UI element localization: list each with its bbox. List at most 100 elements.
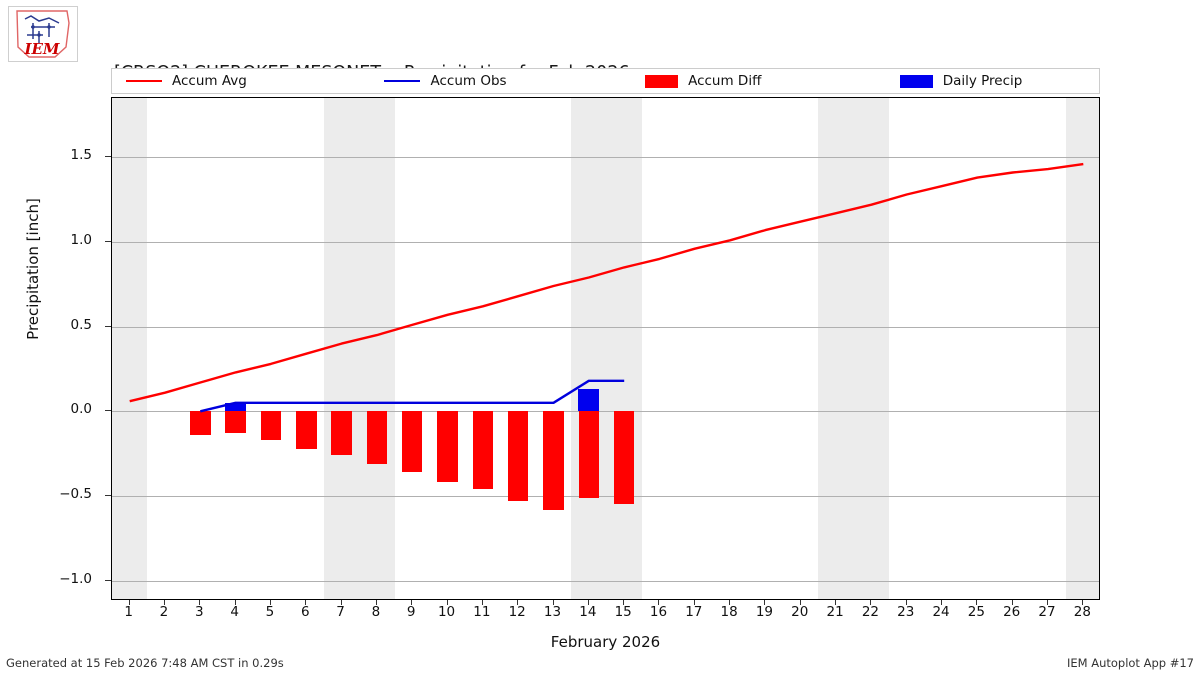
bar-accum-diff bbox=[225, 411, 246, 434]
bar-accum-diff bbox=[543, 411, 564, 510]
x-tick-label: 23 bbox=[897, 604, 915, 620]
footer-app-text: IEM Autoplot App #17 bbox=[1066, 656, 1194, 670]
y-tick-label: 0.0 bbox=[70, 401, 92, 418]
legend-item-accum-obs: Accum Obs bbox=[378, 69, 635, 93]
y-tick-mark bbox=[105, 494, 111, 496]
x-tick-mark bbox=[376, 600, 377, 605]
x-tick-mark bbox=[517, 600, 518, 605]
bar-accum-diff bbox=[507, 411, 529, 502]
y-axis-label: Precipitation [inch] bbox=[24, 198, 42, 340]
x-tick-mark bbox=[800, 600, 801, 605]
gridline bbox=[112, 496, 1099, 497]
x-tick-label: 9 bbox=[406, 604, 416, 620]
bar-accum-diff bbox=[296, 411, 317, 449]
x-tick-mark bbox=[235, 600, 236, 605]
x-tick-mark bbox=[906, 600, 907, 605]
x-tick-mark bbox=[1047, 600, 1048, 605]
bar-accum-diff bbox=[401, 411, 423, 473]
bar-accum-diff bbox=[331, 411, 352, 456]
y-tick-mark bbox=[105, 579, 111, 581]
weekend-band bbox=[571, 98, 642, 599]
bar-accum-diff bbox=[613, 411, 635, 505]
legend-label-accum-obs: Accum Obs bbox=[430, 73, 507, 89]
bar-accum-diff bbox=[366, 411, 388, 464]
x-tick-mark bbox=[870, 600, 871, 605]
line-series-layer bbox=[129, 162, 1084, 413]
footer-generated-text: Generated at 15 Feb 2026 7:48 AM CST in … bbox=[6, 656, 284, 670]
bar-accum-diff bbox=[472, 411, 494, 490]
bar-accum-diff bbox=[260, 411, 282, 441]
weekend-band bbox=[818, 98, 890, 599]
x-tick-mark bbox=[764, 600, 765, 605]
y-tick-mark bbox=[105, 410, 111, 412]
x-tick-mark bbox=[341, 600, 342, 605]
x-tick-label: 18 bbox=[720, 604, 738, 620]
y-tick-label: −0.5 bbox=[59, 485, 92, 502]
x-axis-label: February 2026 bbox=[550, 633, 661, 651]
y-tick-label: 1.5 bbox=[70, 147, 92, 164]
x-tick-label: 16 bbox=[649, 604, 668, 620]
x-tick-mark bbox=[553, 600, 554, 605]
gridline bbox=[112, 157, 1099, 158]
x-tick-label: 2 bbox=[159, 604, 169, 620]
x-tick-mark bbox=[482, 600, 483, 605]
bar-daily-precip bbox=[578, 389, 600, 412]
gridline bbox=[112, 242, 1099, 243]
x-tick-mark bbox=[270, 600, 271, 605]
iem-logo-graphic: IEM bbox=[16, 10, 70, 58]
legend-line-icon-accum-avg bbox=[126, 80, 162, 82]
x-tick-label: 20 bbox=[791, 604, 809, 620]
x-tick-label: 26 bbox=[1003, 604, 1021, 620]
x-tick-mark bbox=[588, 600, 589, 605]
legend-line-icon-accum-obs bbox=[384, 80, 421, 82]
x-tick-mark bbox=[976, 600, 977, 605]
x-tick-label: 25 bbox=[967, 604, 985, 620]
x-tick-label: 15 bbox=[614, 604, 632, 620]
legend-item-accum-diff: Accum Diff bbox=[635, 69, 892, 93]
x-tick-mark bbox=[199, 600, 200, 605]
x-tick-label: 10 bbox=[437, 604, 456, 620]
iem-logo: IEM bbox=[8, 6, 78, 62]
legend-label-daily-precip: Daily Precip bbox=[942, 73, 1023, 89]
gridline bbox=[112, 581, 1099, 582]
x-tick-label: 12 bbox=[508, 604, 526, 620]
x-tick-label: 4 bbox=[230, 604, 239, 620]
legend-patch-icon-daily-precip bbox=[899, 74, 933, 88]
x-tick-mark bbox=[694, 600, 695, 605]
x-tick-label: 28 bbox=[1073, 604, 1091, 620]
y-tick-mark bbox=[105, 156, 111, 158]
x-tick-label: 8 bbox=[371, 604, 381, 620]
x-tick-label: 21 bbox=[826, 604, 844, 620]
x-tick-label: 17 bbox=[685, 604, 703, 620]
x-tick-mark bbox=[447, 600, 448, 605]
x-tick-label: 3 bbox=[195, 604, 204, 620]
weekend-band bbox=[323, 98, 395, 599]
chart-plot-area bbox=[111, 97, 1100, 600]
chart-header: IEM [CRSO2] CHEROKEE MESONET :: Precipit… bbox=[0, 0, 1200, 152]
x-tick-label: 1 bbox=[124, 604, 133, 620]
x-tick-mark bbox=[729, 600, 730, 605]
y-tick-label: −1.0 bbox=[59, 570, 92, 587]
x-tick-label: 27 bbox=[1038, 604, 1056, 620]
weekend-band bbox=[1065, 98, 1099, 599]
x-tick-mark bbox=[1012, 600, 1013, 605]
bar-accum-diff bbox=[578, 411, 600, 498]
line-accum-avg bbox=[129, 162, 1084, 403]
x-tick-mark bbox=[305, 600, 306, 605]
x-tick-label: 24 bbox=[932, 604, 950, 620]
line-accum-obs bbox=[200, 379, 625, 413]
x-tick-label: 7 bbox=[336, 604, 345, 620]
y-tick-label: 0.5 bbox=[70, 316, 92, 333]
x-tick-label: 22 bbox=[861, 604, 879, 620]
gridline bbox=[112, 327, 1099, 328]
legend-item-daily-precip: Daily Precip bbox=[892, 69, 1099, 93]
x-tick-mark bbox=[411, 600, 412, 605]
bar-daily-precip bbox=[224, 402, 246, 412]
bar-accum-diff bbox=[437, 411, 458, 483]
y-tick-mark bbox=[105, 325, 111, 327]
x-tick-mark bbox=[658, 600, 659, 605]
legend-patch-icon-accum-diff bbox=[645, 74, 679, 88]
x-tick-label: 11 bbox=[473, 604, 491, 620]
x-tick-mark bbox=[164, 600, 165, 605]
x-tick-mark bbox=[623, 600, 624, 605]
